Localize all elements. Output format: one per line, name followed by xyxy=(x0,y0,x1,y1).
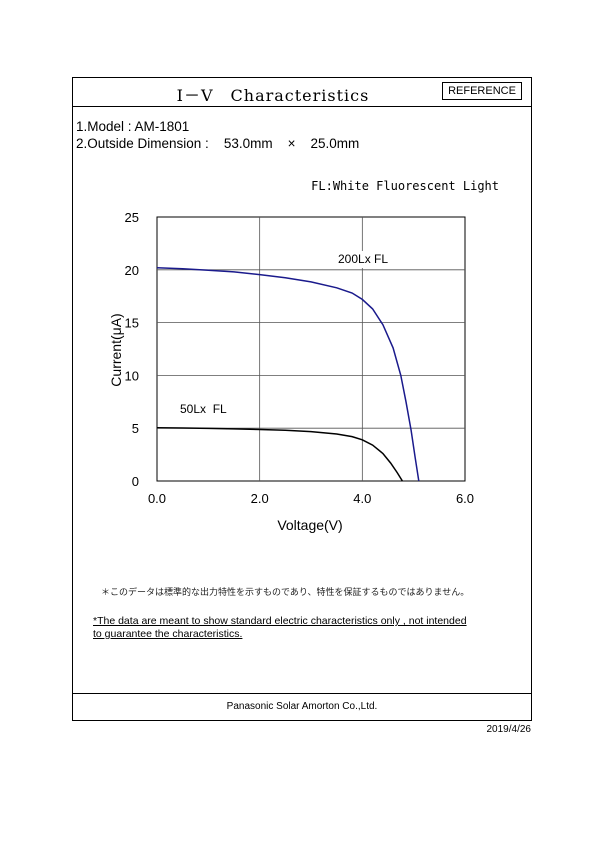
y-tick-label: 15 xyxy=(125,316,139,331)
datasheet-frame: I－V Characteristics REFERENCE 1.Model : … xyxy=(72,77,532,721)
english-disclaimer: *The data are meant to show standard ele… xyxy=(93,615,513,641)
disclaimer-line-1: *The data are meant to show standard ele… xyxy=(93,615,467,627)
x-tick-label: 6.0 xyxy=(456,491,474,506)
chart-ticks: 0.0 2.0 4.0 6.0 0 5 10 15 20 25 xyxy=(125,210,475,506)
y-tick-label: 20 xyxy=(125,263,139,278)
series-label-bg xyxy=(334,251,396,268)
plot-area xyxy=(156,216,466,482)
y-tick-label: 5 xyxy=(132,421,139,436)
y-tick-label: 25 xyxy=(125,210,139,225)
series-label-200lx: 200Lx FL xyxy=(338,252,388,266)
y-tick-label: 0 xyxy=(132,474,139,489)
series-line-50lx xyxy=(156,426,404,482)
page-title: I－V Characteristics xyxy=(176,86,370,105)
reference-badge: REFERENCE xyxy=(442,82,522,100)
dimension-spec: 2.Outside Dimension : 53.0mm × 25.0mm xyxy=(76,136,360,151)
chart-grid xyxy=(156,216,466,482)
x-axis-label: Voltage(V) xyxy=(277,517,342,533)
issue-date: 2019/4/26 xyxy=(486,724,532,735)
series-label-50lx: 50Lx FL xyxy=(180,402,227,416)
x-tick-label: 0.0 xyxy=(148,491,166,506)
x-tick-label: 4.0 xyxy=(353,491,371,506)
disclaimer-line-2: to guarantee the characteristics. xyxy=(93,628,243,640)
title-row: I－V Characteristics REFERENCE xyxy=(73,78,531,107)
model-spec: 1.Model : AM-1801 xyxy=(76,119,190,134)
x-tick-label: 2.0 xyxy=(251,491,269,506)
company-footer: Panasonic Solar Amorton Co.,Ltd. xyxy=(73,693,531,720)
japanese-disclaimer: ＊このデータは標準的な出力特性を示すものであり、特性を保証するものではありません… xyxy=(101,588,470,598)
series-line-200lx xyxy=(156,266,420,482)
light-source-note: FL:White Fluorescent Light xyxy=(311,179,499,193)
y-axis-label: Current(μA) xyxy=(108,313,124,386)
y-tick-label: 10 xyxy=(125,368,139,383)
chart-series: 200Lx FL 50Lx FL xyxy=(156,251,420,482)
